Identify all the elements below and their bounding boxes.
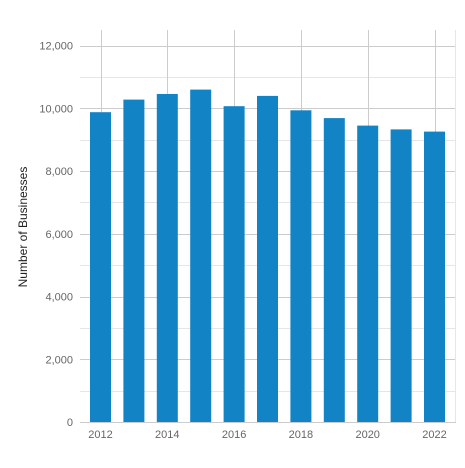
bar-2021 <box>390 129 412 422</box>
y-tick-label: 4,000 <box>45 292 73 304</box>
x-tick-label: 2014 <box>155 429 179 441</box>
x-tick-label: 2020 <box>355 429 379 441</box>
y-tick-label: 6,000 <box>45 229 73 241</box>
bar-2016 <box>223 106 245 422</box>
y-tick-label: 12,000 <box>39 41 73 53</box>
bar-2017 <box>257 95 278 423</box>
bar-2019 <box>323 118 345 422</box>
y-axis-ticks: 0 2,000 4,000 6,000 8,000 10,000 12,000 <box>39 41 73 429</box>
y-tick-label: 10,000 <box>39 103 73 115</box>
bar-2014 <box>156 94 178 422</box>
bar-2018 <box>290 110 312 423</box>
x-tick-label: 2012 <box>88 429 112 441</box>
bar-2015 <box>190 89 212 422</box>
x-tick-label: 2022 <box>422 429 446 441</box>
bar-2020 <box>357 125 379 422</box>
y-tick-label: 8,000 <box>45 166 73 178</box>
bar-2012 <box>90 112 111 422</box>
bar-2022 <box>424 131 445 422</box>
bar-2013 <box>123 99 145 422</box>
y-tick-label: 2,000 <box>45 354 73 366</box>
bars <box>90 89 445 423</box>
x-tick-label: 2018 <box>289 429 313 441</box>
x-tick-label: 2016 <box>222 429 246 441</box>
y-axis-title: Number of Businesses <box>16 167 30 288</box>
x-axis-ticks: 2012 2014 2016 2018 2020 2022 <box>88 429 446 441</box>
y-tick-label: 0 <box>67 417 73 429</box>
